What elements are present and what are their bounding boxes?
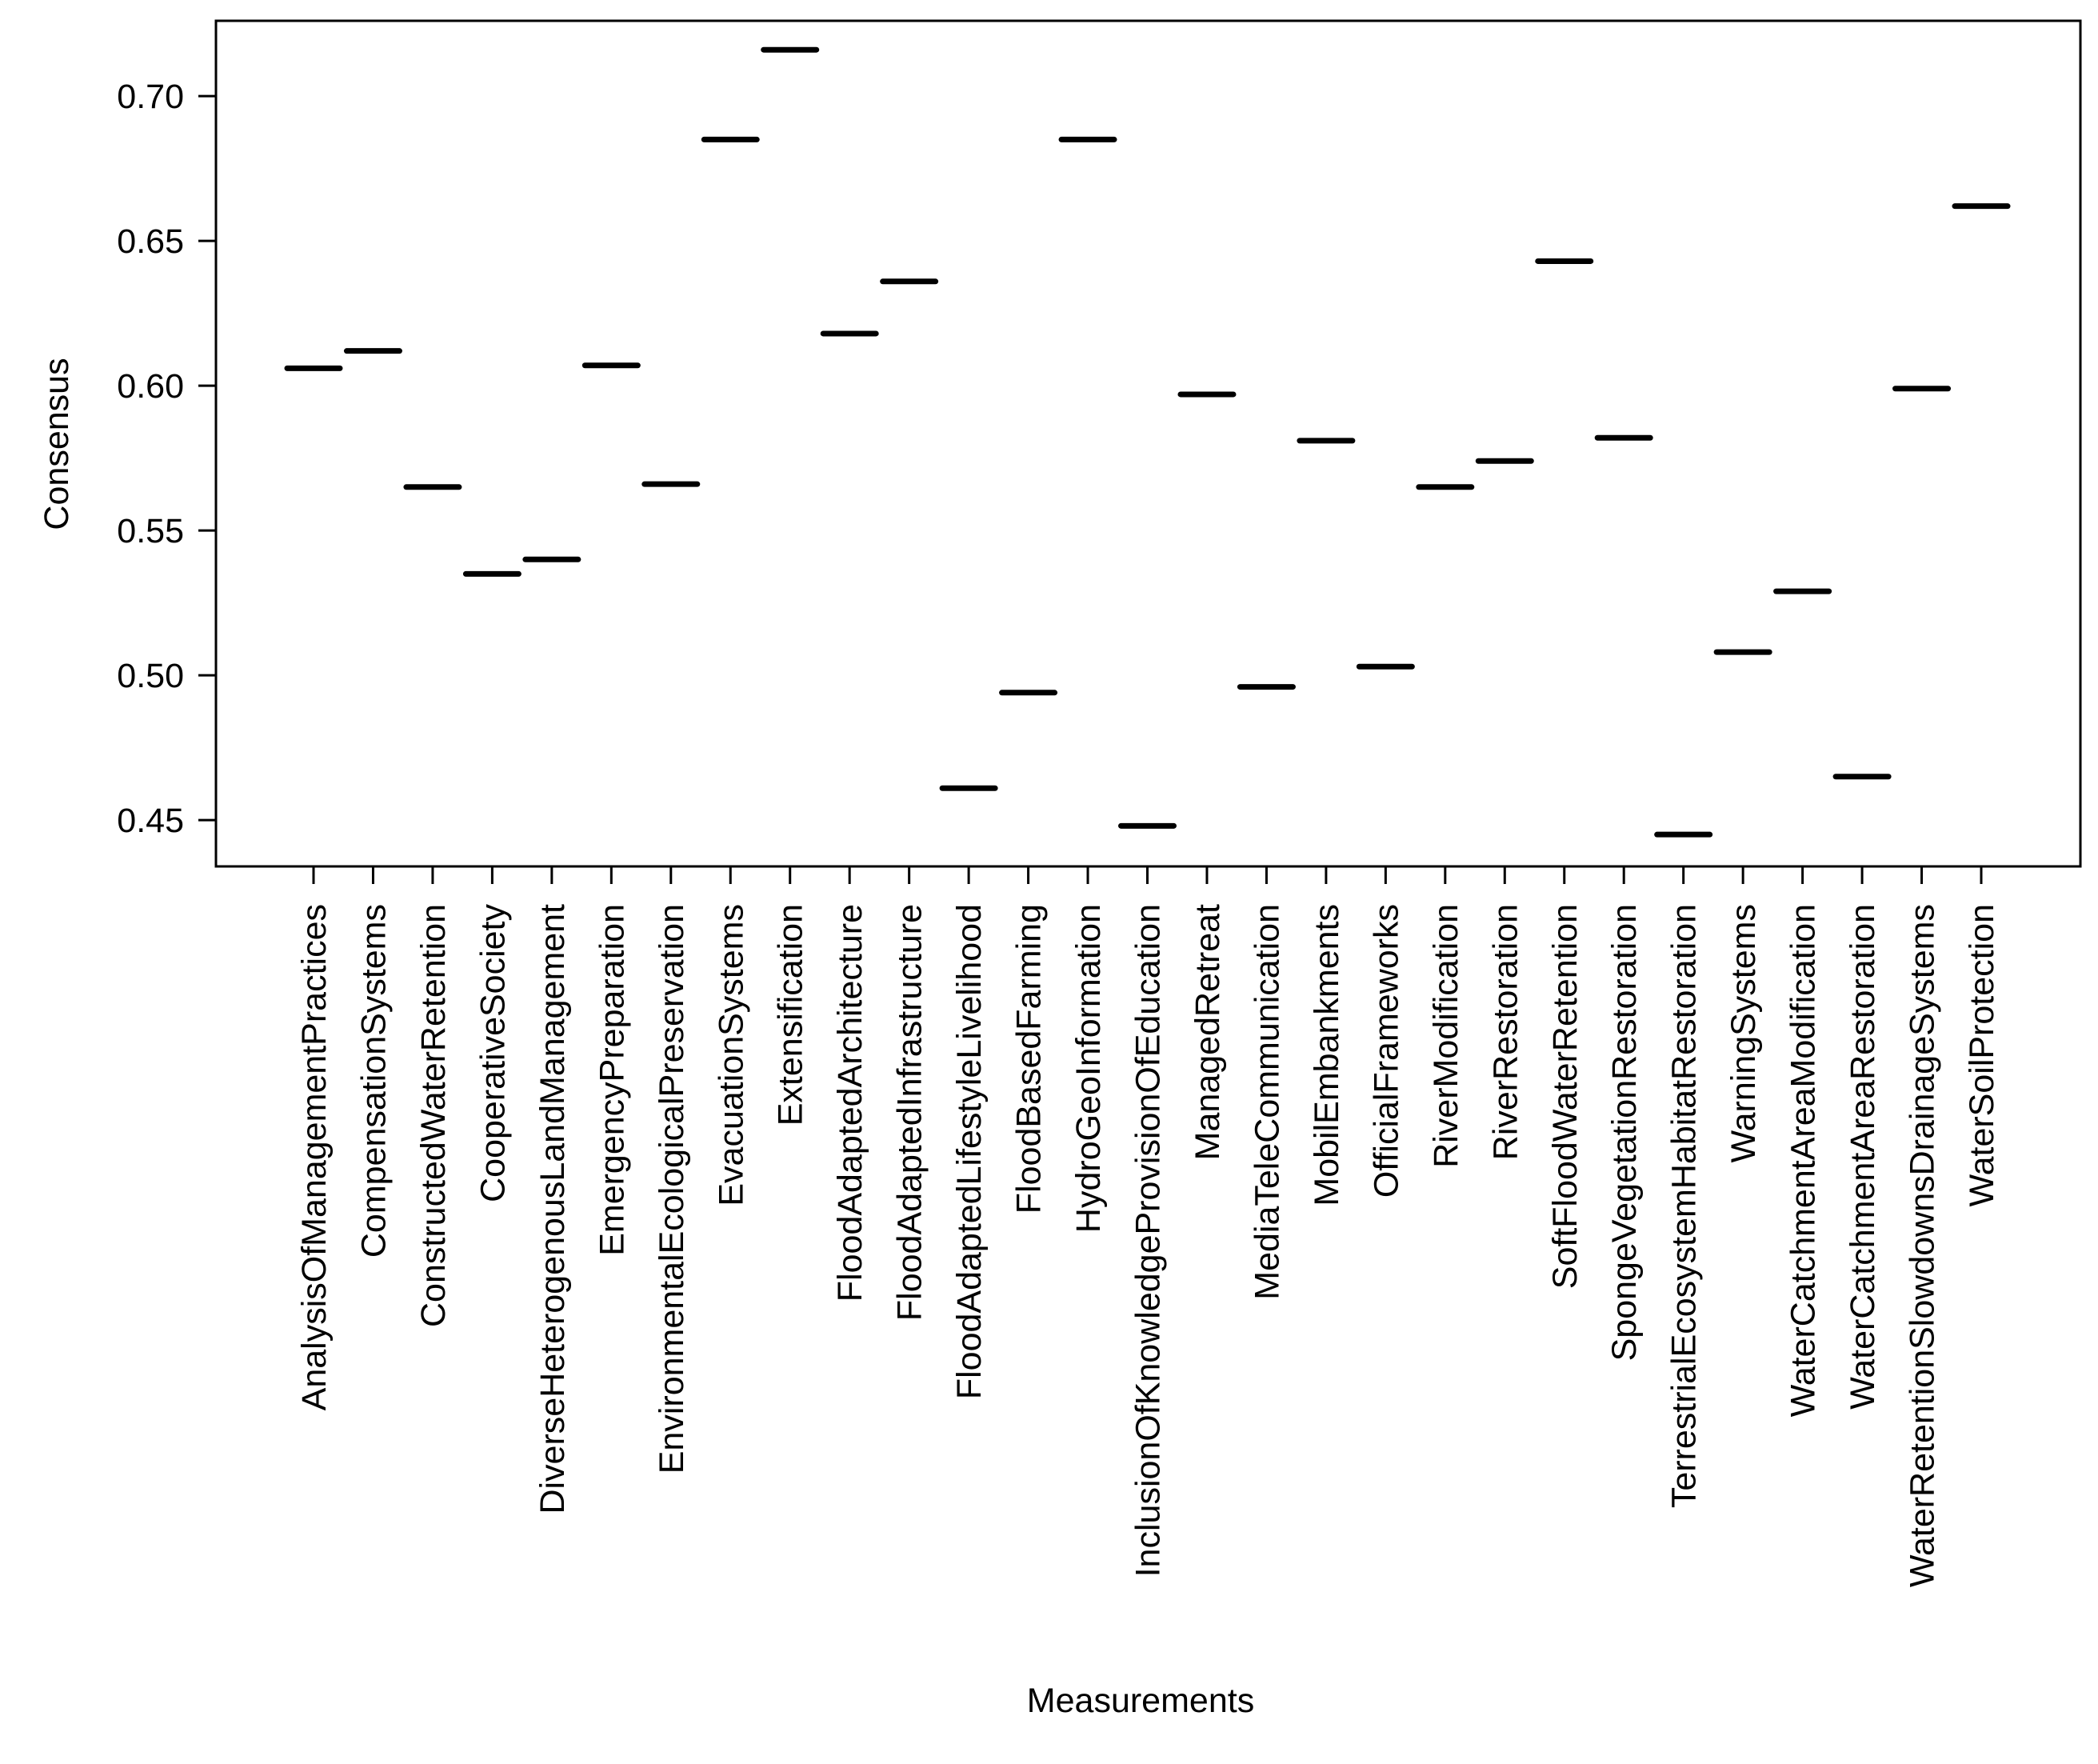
x-tick-label: WaterCatchmentAreaModification [1784,904,1823,1417]
x-axis: AnalysisOfManagementPractices Compensatio… [295,865,2001,1587]
x-tick-label: FloodAdaptedLifestyleLivelihood [950,904,989,1399]
y-tick-label: 0.50 [117,657,184,695]
y-axis: 0.45 0.50 0.55 0.60 0.65 0.70 [117,78,218,840]
x-tick-label: MobilEmbankments [1308,904,1346,1206]
y-tick-label: 0.70 [117,78,184,116]
x-tick-label: TerrestrialEcosystemHabitatRestoration [1665,904,1704,1508]
x-axis-title: Measurements [1027,1682,1254,1720]
data-marks [284,46,2011,838]
x-tick-label: OfficialFrameworks [1367,904,1405,1198]
x-tick-label: AnalysisOfManagementPractices [295,904,334,1410]
x-tick-label: ManagedRetreat [1189,904,1227,1160]
x-tick-label: RiverRestoration [1486,904,1525,1160]
x-tick-label: FloodAdaptedArchitecture [831,904,869,1302]
x-tick-label: FloodBasedFarming [1010,904,1049,1214]
x-tick-label: DiverseHeterogenousLandManagement [533,904,572,1514]
x-tick-label: HydroGeoInformation [1069,904,1108,1233]
x-tick-label: Extensification [772,904,810,1126]
plot-frame [214,19,2082,868]
y-tick-label: 0.55 [117,512,184,550]
x-tick-label: RiverModification [1427,904,1465,1168]
x-tick-label: WarningSystems [1724,904,1763,1162]
x-tick-label: EvacuationSystems [712,904,750,1206]
x-tick-label: CooperativeSociety [474,904,512,1202]
y-tick-label: 0.60 [117,367,184,406]
x-tick-label: WaterCatchmentAreaRestoration [1844,904,1882,1410]
x-tick-label: SoftFloodWaterRetention [1546,904,1584,1289]
x-tick-label: EmergencyPreparation [593,904,631,1256]
x-tick-label: ConstructedWaterRetention [414,904,453,1327]
x-tick-label: SpongeVegetationRestoration [1605,904,1644,1361]
x-tick-label: WaterSoilProtection [1963,904,2001,1206]
y-tick-label: 0.45 [117,802,184,840]
x-tick-label: MediaTeleCommunication [1248,904,1286,1300]
y-tick-label: 0.65 [117,222,184,261]
y-axis-title: Consensus [38,358,76,530]
x-tick-label: WaterRetentionSlowdownsDrainageSystems [1904,904,1942,1587]
x-tick-label: InclusionOfKnowledgeProvisionOfEducation [1129,904,1168,1577]
x-tick-label: EnvironmentalEcologicalPreservation [653,904,691,1474]
x-tick-label: CompensationSystems [354,904,393,1258]
x-tick-label: FloodAdaptedInfrastructure [891,904,929,1321]
